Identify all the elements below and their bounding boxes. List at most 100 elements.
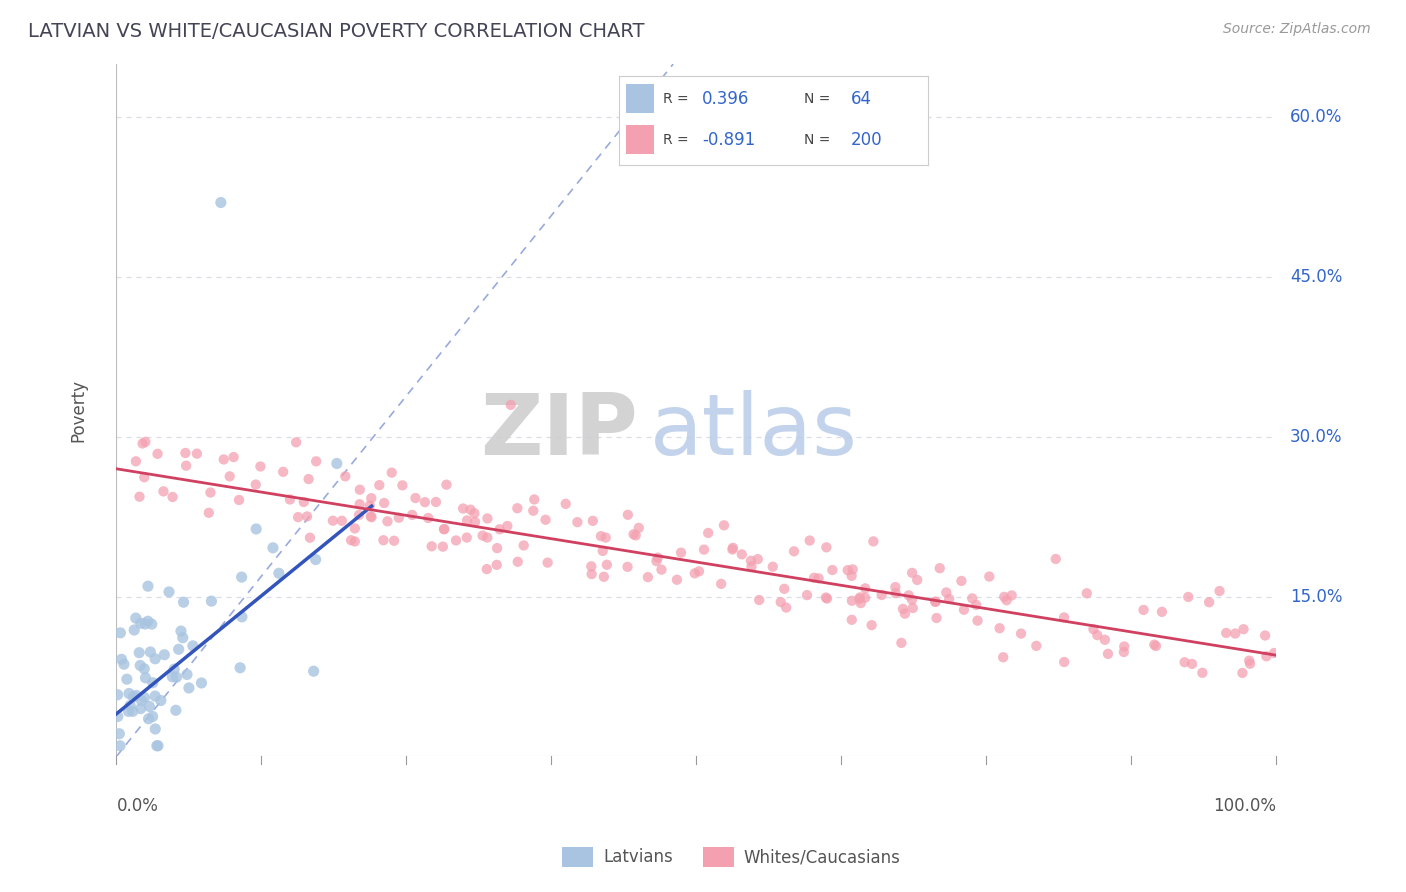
Point	[152, 484, 174, 499]
Point	[522, 504, 544, 518]
Point	[1177, 590, 1199, 604]
Point	[174, 446, 197, 460]
Point	[928, 561, 950, 575]
Point	[377, 514, 399, 528]
Point	[938, 591, 960, 606]
Point	[134, 671, 156, 685]
Point	[536, 556, 558, 570]
Text: 60.0%: 60.0%	[1291, 108, 1343, 127]
Point	[1132, 603, 1154, 617]
Point	[373, 533, 395, 548]
Point	[162, 670, 184, 684]
Text: -0.891: -0.891	[702, 130, 755, 149]
Point	[107, 688, 129, 702]
Point	[129, 701, 152, 715]
Point	[229, 661, 252, 675]
Point	[141, 617, 163, 632]
Point	[935, 585, 957, 599]
Point	[190, 676, 212, 690]
Point	[773, 582, 796, 596]
Point	[581, 567, 603, 582]
Point	[741, 559, 763, 574]
Bar	[626, 125, 654, 154]
Point	[1010, 626, 1032, 640]
Point	[688, 564, 710, 578]
Point	[905, 573, 928, 587]
Point	[278, 492, 301, 507]
Point	[231, 570, 253, 584]
Point	[418, 511, 440, 525]
Point	[799, 533, 821, 548]
Point	[122, 623, 145, 637]
Point	[120, 698, 142, 713]
Point	[340, 533, 363, 548]
Point	[302, 664, 325, 678]
Point	[950, 574, 973, 588]
Point	[762, 559, 785, 574]
Point	[136, 614, 159, 628]
Point	[118, 686, 141, 700]
Point	[740, 554, 762, 568]
Point	[1215, 626, 1237, 640]
Point	[425, 495, 447, 509]
Point	[433, 522, 456, 536]
Point	[451, 501, 474, 516]
Point	[139, 645, 162, 659]
Point	[360, 509, 382, 524]
Point	[347, 508, 370, 522]
Point	[1053, 610, 1076, 624]
Point	[335, 469, 357, 483]
Point	[218, 469, 240, 483]
Point	[1254, 628, 1277, 642]
Point	[966, 614, 988, 628]
Point	[360, 510, 382, 524]
Point	[1239, 657, 1261, 671]
Point	[463, 506, 485, 520]
Point	[170, 624, 193, 638]
Point	[647, 550, 669, 565]
Text: 0.0%: 0.0%	[117, 797, 159, 815]
Point	[721, 541, 744, 555]
Point	[901, 592, 924, 607]
Point	[534, 513, 557, 527]
Point	[894, 607, 917, 621]
Point	[807, 571, 830, 585]
Point	[637, 570, 659, 584]
Point	[485, 558, 508, 572]
Point	[884, 586, 907, 600]
Point	[143, 722, 166, 736]
Point	[176, 667, 198, 681]
Point	[343, 521, 366, 535]
Point	[181, 639, 204, 653]
Point	[512, 538, 534, 552]
Point	[1114, 640, 1136, 654]
Point	[897, 588, 920, 602]
Point	[953, 603, 976, 617]
Text: 200: 200	[851, 130, 882, 149]
Point	[1085, 628, 1108, 642]
Point	[110, 625, 132, 640]
Point	[870, 588, 893, 602]
Point	[146, 447, 169, 461]
Point	[1083, 622, 1105, 636]
Point	[134, 690, 156, 705]
Point	[486, 541, 509, 555]
Point	[368, 478, 391, 492]
Point	[595, 531, 617, 545]
Point	[360, 491, 382, 505]
Point	[136, 579, 159, 593]
Point	[1143, 638, 1166, 652]
Point	[837, 563, 859, 577]
Point	[860, 618, 883, 632]
Point	[134, 470, 156, 484]
Point	[359, 499, 381, 513]
Point	[405, 491, 427, 505]
Point	[322, 514, 344, 528]
Point	[177, 681, 200, 695]
Point	[343, 534, 366, 549]
Point	[815, 541, 838, 555]
Point	[841, 613, 863, 627]
Bar	[626, 84, 654, 113]
Text: R =: R =	[664, 92, 689, 105]
Point	[222, 450, 245, 464]
